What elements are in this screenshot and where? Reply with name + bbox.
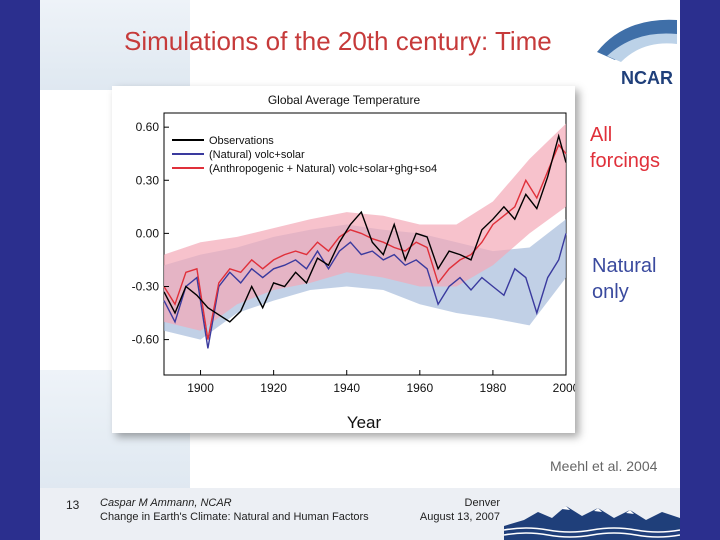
x-tick-label-2: 1940 (333, 381, 360, 395)
label-natural-only: Natural only (592, 255, 657, 303)
x-tick-label-3: 1960 (406, 381, 433, 395)
footer-location: Denver (464, 497, 500, 509)
series-line-0 (163, 133, 567, 323)
series-line-1 (163, 233, 567, 349)
y-tick-label-1: 0.30 (136, 173, 160, 187)
mountain-logo (504, 506, 680, 540)
page-number: 13 (66, 498, 80, 512)
y-tick-label-2: 0.00 (136, 226, 160, 240)
band-1 (164, 123, 566, 331)
chart-panel: Global Average Temperature 1900 1920 1940 1… (112, 86, 580, 433)
series-line-2 (163, 143, 567, 340)
label-all-forcings: All forcings (590, 124, 661, 172)
water-line-2 (504, 532, 680, 538)
y-tick-label-4: -0.60 (132, 333, 160, 347)
water-line-1 (504, 527, 680, 533)
temperature-chart: Global Average Temperature 1900 1920 1940 1… (132, 93, 580, 432)
legend-label-observations: Observations (209, 135, 274, 147)
footer-author: Caspar M Ammann, NCAR (100, 497, 232, 509)
x-tick-label-4: 1980 (480, 381, 507, 395)
ncar-logo-swoosh-light (607, 33, 677, 62)
x-tick-label-1: 1920 (260, 381, 287, 395)
legend-label-all-forcings: (Anthropogenic + Natural) volc+solar+ghg… (209, 163, 437, 175)
ncar-logo-text: NCAR (621, 68, 673, 88)
ncar-logo: NCAR (597, 19, 677, 88)
x-tick-label-0: 1900 (187, 381, 214, 395)
footer-subtitle: Change in Earth's Climate: Natural and H… (100, 511, 369, 523)
background-tile-top (40, 0, 190, 90)
x-axis-label: Year (347, 413, 382, 432)
slide-title: Simulations of the 20th century: Time (124, 26, 552, 56)
slide: Simulations of the 20th century: Time NC… (40, 0, 680, 540)
mountain-range (504, 506, 680, 540)
footer-date: August 13, 2007 (419, 511, 500, 523)
citation: Meehl et al. 2004 (550, 458, 658, 474)
legend-label-natural: (Natural) volc+solar (209, 149, 305, 161)
y-tick-label-0: 0.60 (136, 120, 160, 134)
y-tick-label-3: -0.30 (132, 279, 160, 293)
chart-title: Global Average Temperature (268, 93, 421, 107)
legend: Observations (Natural) volc+solar (Anthr… (172, 135, 437, 175)
footer: 13 Caspar M Ammann, NCAR Change in Earth… (40, 488, 680, 540)
mountain-snow (562, 506, 634, 514)
